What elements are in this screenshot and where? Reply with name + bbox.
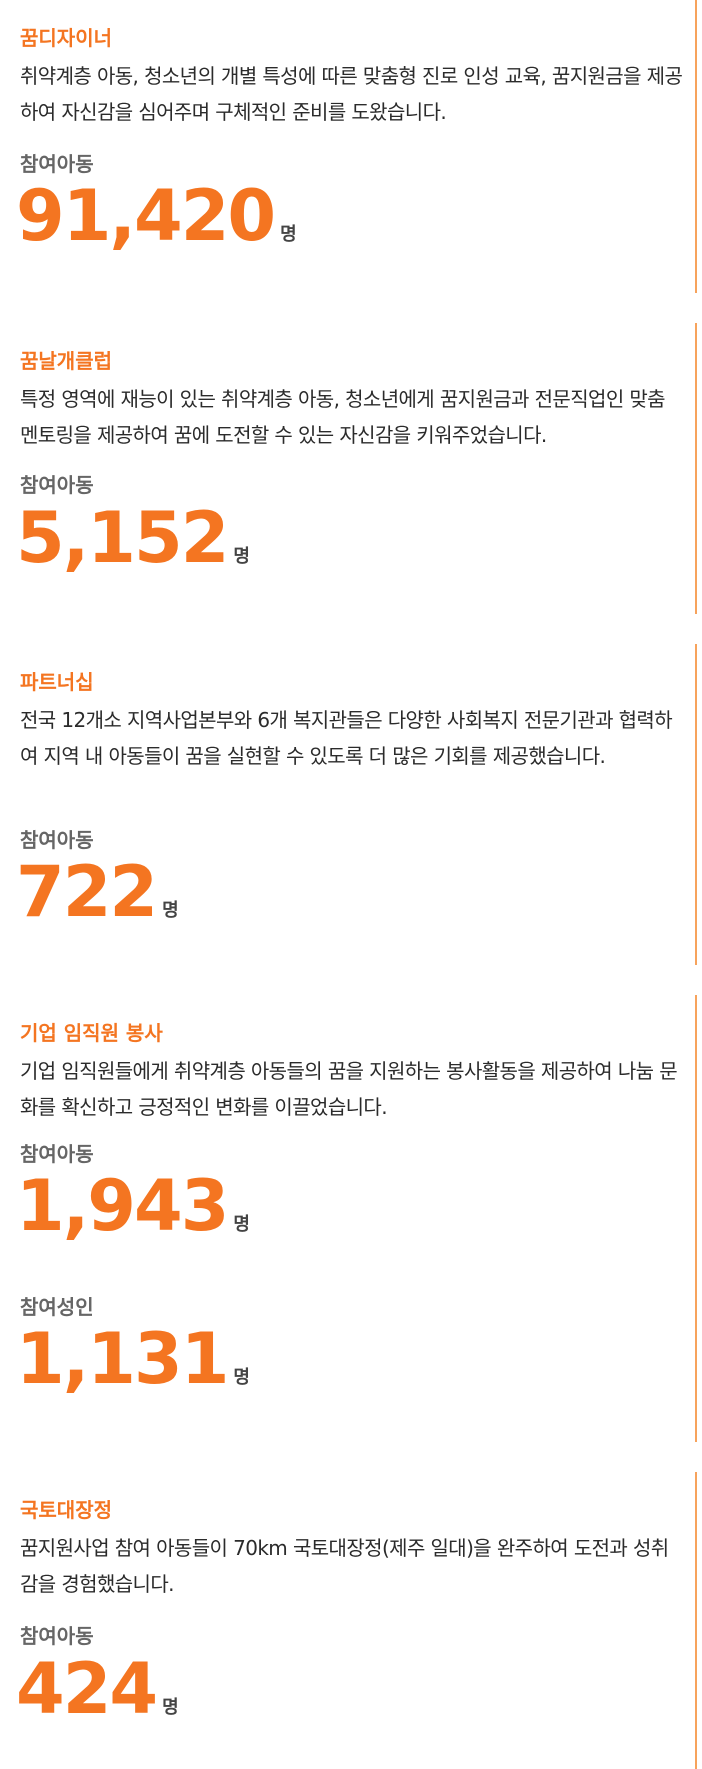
stat-label: 참여아동 [20,1142,94,1166]
stat-unit: 명 [233,1367,250,1388]
stat-unit: 명 [162,1697,179,1718]
stat-label: 참여성인 [20,1295,94,1319]
stat-value: 722 [16,851,158,933]
stat-value: 1,943 [16,1165,229,1247]
stat-unit: 명 [280,224,297,245]
card-title: 꿈디자이너 [20,26,112,50]
card-title: 기업 임직원 봉사 [20,1021,163,1045]
card-description: 꿈지원사업 참여 아동들이 70km 국토대장정(제주 일대)을 완주하여 도전… [20,1536,669,1596]
stat-value: 5,152 [16,497,229,579]
stat-row: 722 명 [16,852,179,932]
stat-label: 참여아동 [20,152,94,176]
stat-value: 1,131 [16,1318,229,1400]
stat-unit: 명 [162,900,179,921]
card-title: 파트너십 [20,670,94,694]
stat-row: 91,420 명 [16,176,297,256]
stat-label: 참여아동 [20,473,94,497]
stat-value: 91,420 [16,175,276,257]
card-description: 특정 영역에 재능이 있는 취약계층 아동, 청소년에게 꿈지원금과 전문직업인… [20,387,666,447]
stat-unit: 명 [233,546,250,567]
stat-label: 참여아동 [20,828,94,852]
card-title: 꿈날개클럽 [20,349,112,373]
card-description: 기업 임직원들에게 취약계층 아동들의 꿈을 지원하는 봉사활동을 제공하여 나… [20,1059,678,1119]
stat-row: 5,152 명 [16,498,250,578]
card-description: 취약계층 아동, 청소년의 개별 특성에 따른 맞춤형 진로 인성 교육, 꿈지… [20,64,683,124]
card-description: 전국 12개소 지역사업본부와 6개 복지관들은 다양한 사회복지 전문기관과 … [20,708,673,768]
stat-row: 1,943 명 [16,1166,250,1246]
card-title: 국토대장정 [20,1498,112,1522]
stat-value: 424 [16,1648,158,1730]
stat-row: 1,131 명 [16,1319,250,1399]
stat-unit: 명 [233,1214,250,1235]
stat-row: 424 명 [16,1649,179,1729]
stat-label: 참여아동 [20,1624,94,1648]
